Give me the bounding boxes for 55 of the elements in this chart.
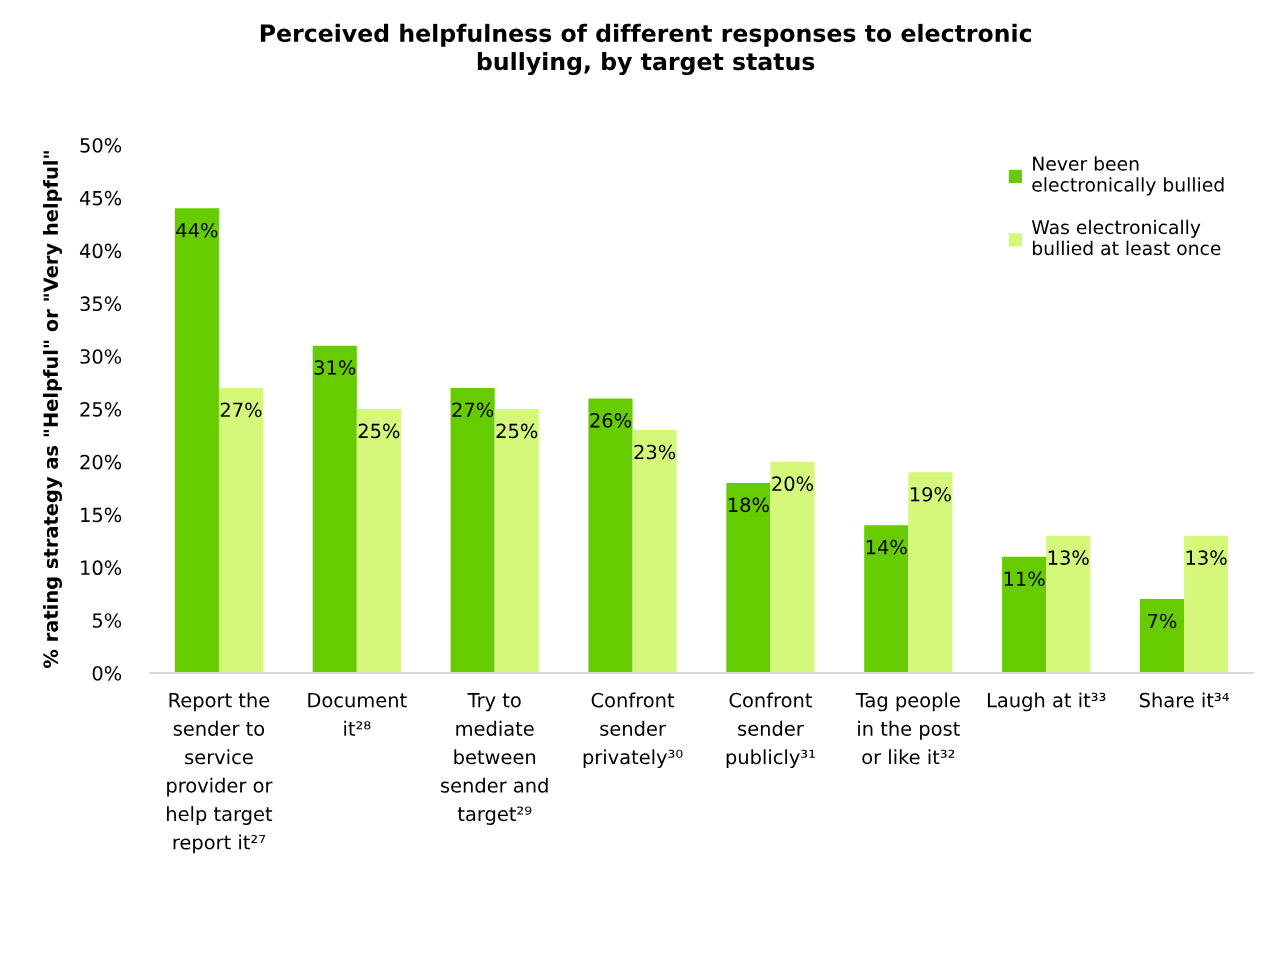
data-label: 18% — [728, 497, 769, 513]
y-tick-label: 10% — [81, 560, 122, 576]
x-tick-label: Confront sender privately³⁰ — [583, 692, 683, 769]
data-label: 13% — [1186, 550, 1227, 565]
y-tick-label: 30% — [80, 349, 122, 364]
bar — [218, 387, 264, 673]
data-label: 27% — [452, 402, 494, 418]
y-tick-label: 25% — [80, 401, 122, 417]
data-label: 25% — [496, 423, 538, 439]
x-tick-label: Confront sender publicly³¹ — [726, 692, 815, 769]
bar — [174, 208, 219, 673]
x-tick-label: Tag people in the post or like it³² — [855, 692, 960, 765]
y-tick-label: 0% — [92, 665, 122, 681]
data-label: 23% — [634, 444, 676, 460]
bar — [1184, 535, 1229, 673]
bar — [494, 409, 539, 673]
y-tick-label: 20% — [80, 454, 122, 470]
data-label: 11% — [1004, 571, 1045, 587]
bar — [726, 482, 771, 673]
y-tick-label: 50% — [80, 137, 122, 153]
bar — [1046, 535, 1091, 673]
x-tick-label: Try to mediate between sender and target²⁹ — [441, 693, 548, 825]
bar — [1139, 599, 1185, 673]
bar — [588, 398, 633, 673]
x-tick-label: Document it²⁸ — [308, 693, 407, 736]
data-label: 14% — [866, 539, 907, 555]
chart-title: Perceived helpfulness of different responses to electronic bullying, by target status — [260, 23, 1032, 76]
data-label: 7% — [1148, 613, 1177, 629]
legend-label: Was electronically bullied at least once — [1031, 219, 1221, 256]
data-label: 31% — [314, 360, 356, 375]
bar — [864, 525, 909, 673]
bar — [908, 472, 953, 673]
y-tick-label: 5% — [92, 613, 122, 628]
bar — [632, 430, 677, 673]
data-label: 19% — [910, 486, 951, 502]
data-label: 13% — [1048, 550, 1089, 565]
bar — [770, 461, 815, 673]
legend-label: Never been electronically bullied — [1032, 156, 1224, 196]
data-label: 27% — [220, 402, 262, 418]
y-axis-title: % rating strategy as "Helpful" or "Very helpful" — [43, 151, 62, 668]
data-label: 20% — [772, 476, 814, 492]
bar — [1002, 556, 1047, 673]
data-label: 25% — [358, 423, 400, 439]
x-tick-label: Laugh at it³³ — [987, 692, 1106, 712]
x-tick-label: Share it³⁴ — [1139, 692, 1229, 708]
data-label: 44% — [176, 222, 218, 238]
bar — [450, 387, 495, 673]
x-tick-label: Report the sender to service provider or help target report it²⁷ — [167, 692, 273, 854]
data-label: 26% — [590, 412, 632, 428]
y-tick-label: 40% — [79, 243, 122, 259]
y-tick-label: 35% — [80, 296, 122, 312]
y-tick-label: 45% — [79, 190, 122, 206]
bar — [356, 409, 401, 673]
y-tick-label: 15% — [81, 507, 122, 523]
bar — [312, 345, 357, 673]
